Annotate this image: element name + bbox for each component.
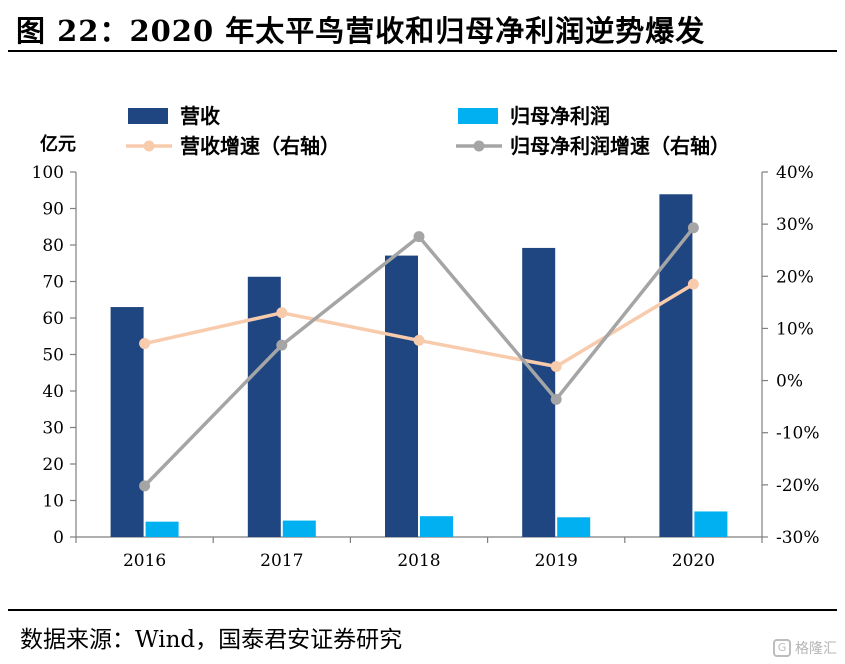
series-line-归母净利润增速（右轴） [143, 226, 695, 488]
point-归母净利润增速（右轴） [413, 231, 425, 243]
point-营收增速（右轴） [413, 334, 425, 346]
axes: 0 10 20 30 40 50 60 70 80 90 100 -30% -20% -10% 0% 10% 2… [32, 163, 820, 571]
y-tick-label: 10 [42, 492, 64, 512]
y-tick-label: 80 [42, 236, 64, 256]
title-divider [8, 50, 837, 52]
y-tick-label: 50 [42, 346, 64, 366]
legend-swatch [128, 108, 168, 124]
y-tick-label: 0 [53, 528, 64, 548]
gelonghui-logo-icon: G [773, 639, 791, 657]
legend-swatch [458, 108, 498, 124]
legend-label: 营收增速（右轴） [180, 134, 340, 158]
point-营收增速（右轴） [276, 307, 288, 319]
bar-营收 [659, 194, 693, 537]
y2-tick-label: -10% [776, 424, 820, 444]
legend-label: 营收 [180, 104, 220, 128]
y2-tick-label: -20% [776, 476, 820, 496]
bar-归母净利润 [420, 516, 453, 537]
bar-归母净利润 [282, 520, 316, 537]
legend-marker [143, 140, 155, 152]
x-tick-label: 2018 [397, 551, 440, 571]
point-营收增速（右轴） [550, 360, 562, 372]
x-tick-label: 2020 [672, 551, 715, 571]
y2-tick-label: 40% [776, 163, 814, 183]
y2-tick-label: 20% [776, 267, 814, 287]
series-line-营收增速（右轴） [144, 282, 695, 369]
source-divider [8, 609, 837, 611]
bar-归母净利润 [557, 517, 591, 537]
bars [110, 194, 728, 538]
y2-tick-label: 30% [776, 215, 814, 235]
y-tick-label: 100 [32, 163, 64, 183]
y2-tick-label: -30% [776, 528, 820, 548]
bar-营收 [385, 255, 418, 537]
x-tick-label: 2017 [260, 551, 303, 571]
bar-归母净利润 [694, 511, 728, 537]
legend-label: 归母净利润 [510, 104, 610, 128]
y-tick-label: 30 [42, 419, 64, 439]
point-归母净利润增速（右轴） [276, 339, 288, 351]
x-tick-label: 2019 [535, 551, 578, 571]
x-tick-label: 2016 [123, 551, 166, 571]
point-归母净利润增速（右轴） [550, 393, 562, 405]
y-tick-label: 20 [42, 455, 64, 475]
point-归母净利润增速（右轴） [139, 480, 151, 492]
source-note: 数据来源：Wind，国泰君安证券研究 [20, 627, 403, 653]
legend-marker [473, 140, 485, 152]
point-归母净利润增速（右轴） [687, 222, 699, 234]
bar-归母净利润 [145, 521, 179, 537]
lines [139, 222, 699, 492]
y-tick-label: 70 [42, 273, 64, 293]
watermark-text: 格隆汇 [795, 641, 837, 657]
y-tick-label: 60 [42, 309, 64, 329]
point-营收增速（右轴） [139, 338, 151, 350]
y-tick-label: 40 [42, 382, 64, 402]
bar-营收 [110, 307, 144, 537]
chart-title: 图 22：2020 年太平鸟营收和归母净利润逆势爆发 [16, 14, 706, 48]
watermark: G 格隆汇 [773, 638, 837, 658]
point-营收增速（右轴） [687, 278, 699, 290]
y-axis-label: 亿元 [40, 133, 76, 155]
y2-tick-label: 0% [776, 372, 803, 392]
legend-label: 归母净利润增速（右轴） [510, 134, 730, 158]
y2-tick-label: 10% [776, 319, 814, 339]
y-tick-label: 90 [42, 200, 64, 220]
